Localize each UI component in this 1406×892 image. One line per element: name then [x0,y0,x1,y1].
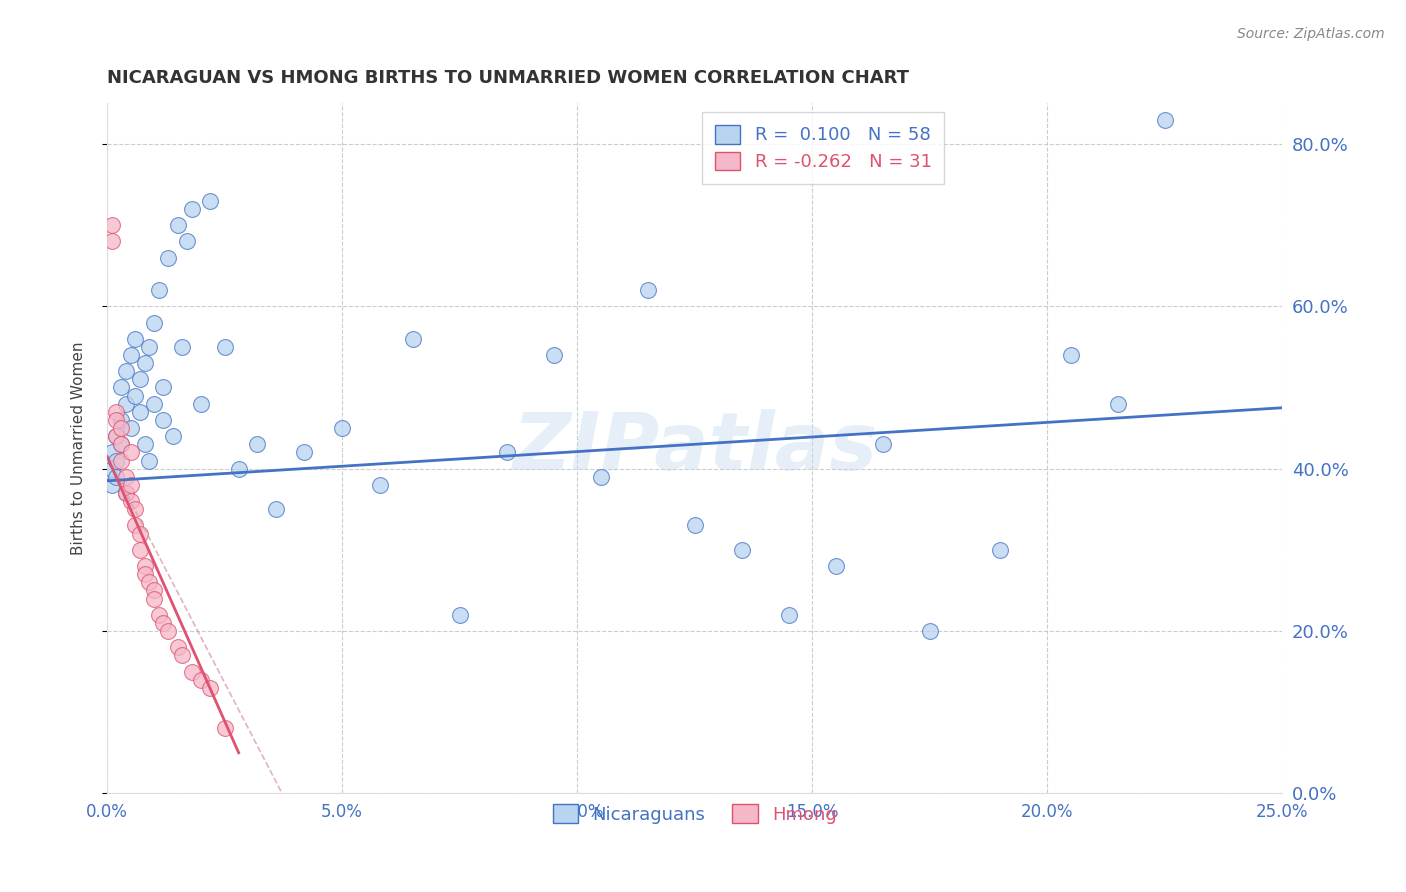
Point [110,413,132,427]
Point [143,583,166,598]
Point [100,445,122,459]
Point [157,624,180,638]
Point [190,673,212,687]
Point [200,681,222,695]
Point [166,640,188,655]
Point [637,283,659,297]
Point [176,235,198,249]
Point [134,356,156,370]
Point [589,469,612,483]
Point [148,283,170,297]
Point [152,615,174,630]
Point [246,437,269,451]
Point [105,413,128,427]
Point [368,478,391,492]
Point [138,340,160,354]
Point [120,445,142,459]
Point [110,437,132,451]
Point [100,461,122,475]
Point [683,518,706,533]
Legend: Nicaraguans, Hmong: Nicaraguans, Hmong [544,796,846,832]
Point [180,202,202,216]
Point [143,397,166,411]
Point [110,453,132,467]
Point [115,469,138,483]
Point [138,453,160,467]
Point [172,340,194,354]
Point [1060,348,1083,362]
Point [214,722,236,736]
Point [120,348,142,362]
Point [105,405,128,419]
Point [120,478,142,492]
Point [266,502,288,516]
Point [190,397,212,411]
Point [918,624,941,638]
Point [129,405,152,419]
Point [1153,112,1175,127]
Point [152,380,174,394]
Point [148,607,170,622]
Point [105,429,128,443]
Point [166,218,188,232]
Point [124,332,146,346]
Text: ZIPatlas: ZIPatlas [512,409,877,487]
Point [824,559,846,574]
Point [115,397,138,411]
Point [129,542,152,557]
Point [401,332,423,346]
Point [100,478,122,492]
Point [110,421,132,435]
Point [162,429,184,443]
Point [200,194,222,208]
Text: NICARAGUAN VS HMONG BIRTHS TO UNMARRIED WOMEN CORRELATION CHART: NICARAGUAN VS HMONG BIRTHS TO UNMARRIED … [107,69,910,87]
Point [134,567,156,582]
Point [105,453,128,467]
Point [988,542,1011,557]
Point [110,437,132,451]
Point [115,364,138,378]
Point [180,665,202,679]
Point [872,437,894,451]
Point [730,542,752,557]
Point [129,526,152,541]
Point [134,437,156,451]
Y-axis label: Births to Unmarried Women: Births to Unmarried Women [72,342,86,555]
Point [105,429,128,443]
Point [115,486,138,500]
Point [134,559,156,574]
Point [100,218,122,232]
Point [778,607,800,622]
Point [157,251,180,265]
Point [1107,397,1129,411]
Point [228,461,250,475]
Point [124,502,146,516]
Point [100,235,122,249]
Text: Source: ZipAtlas.com: Source: ZipAtlas.com [1237,27,1385,41]
Point [110,380,132,394]
Point [495,445,517,459]
Point [172,648,194,663]
Point [120,494,142,508]
Point [129,372,152,386]
Point [152,413,174,427]
Point [330,421,353,435]
Point [143,591,166,606]
Point [138,575,160,590]
Point [115,486,138,500]
Point [543,348,565,362]
Point [143,316,166,330]
Point [105,469,128,483]
Point [124,518,146,533]
Point [214,340,236,354]
Point [120,421,142,435]
Point [124,388,146,402]
Point [294,445,316,459]
Point [449,607,471,622]
